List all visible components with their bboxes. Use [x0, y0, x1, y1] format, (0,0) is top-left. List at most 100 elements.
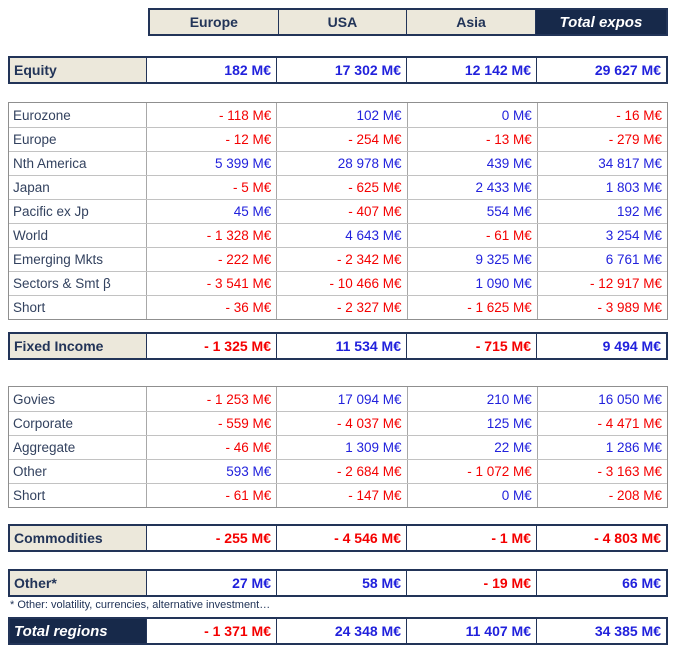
detail-row-europe: Europe - 12 M€ - 254 M€ - 13 M€ - 279 M€ [9, 127, 667, 151]
value-cell: 1 309 M€ [276, 436, 406, 459]
value-cell: 0 M€ [406, 484, 537, 507]
value-cell: 58 M€ [276, 571, 406, 595]
value-cell: 125 M€ [406, 412, 537, 435]
value-cell: - 1 325 M€ [146, 334, 276, 358]
value-cell: 22 M€ [406, 436, 537, 459]
value-cell: - 2 684 M€ [276, 460, 406, 483]
value-cell: 3 254 M€ [536, 224, 667, 247]
value-cell: - 3 163 M€ [536, 460, 667, 483]
value-cell: 66 M€ [536, 571, 666, 595]
value-cell: 0 M€ [406, 103, 537, 127]
value-cell: 9 325 M€ [406, 248, 537, 271]
total-regions-label: Total regions [10, 619, 146, 643]
value-cell: 1 803 M€ [536, 176, 667, 199]
value-cell: 11 407 M€ [406, 619, 536, 643]
value-cell: - 19 M€ [406, 571, 536, 595]
asset-class-sections: Equity 182 M€ 17 302 M€ 12 142 M€ 29 627 M€ E… [8, 56, 668, 597]
value-cell: 17 302 M€ [276, 58, 406, 82]
value-cell: - 61 M€ [406, 224, 537, 247]
total-regions-row: Total regions - 1 371 M€ 24 348 M€ 11 407 M… [8, 617, 668, 645]
detail-label-short: Short [13, 488, 46, 503]
value-cell: 210 M€ [406, 387, 537, 411]
value-cell: - 3 989 M€ [536, 296, 667, 319]
value-cell: 17 094 M€ [276, 387, 406, 411]
value-cell: - 16 M€ [536, 103, 667, 127]
value-cell: - 1 328 M€ [146, 224, 276, 247]
value-cell: - 3 541 M€ [146, 272, 276, 295]
summary-label-commodities: Commodities [10, 526, 146, 550]
value-cell: 9 494 M€ [536, 334, 666, 358]
value-cell: - 12 917 M€ [536, 272, 667, 295]
value-cell: 182 M€ [146, 58, 276, 82]
value-cell: - 279 M€ [536, 128, 667, 151]
column-header-europe: Europe [189, 14, 238, 30]
detail-row-pacific-ex-jp: Pacific ex Jp 45 M€ - 407 M€ 554 M€ 192 M€ [9, 199, 667, 223]
summary-label-other: Other* [10, 571, 146, 595]
column-header-row: Europe USA Asia Total expos [148, 8, 668, 36]
value-cell: 192 M€ [536, 200, 667, 223]
value-cell: - 12 M€ [146, 128, 276, 151]
value-cell: - 1 371 M€ [146, 619, 276, 643]
detail-row-short: Short - 61 M€ - 147 M€ 0 M€ - 208 M€ [9, 483, 667, 507]
detail-label-eurozone: Eurozone [13, 107, 71, 123]
value-cell: 24 348 M€ [276, 619, 406, 643]
value-cell: 2 433 M€ [406, 176, 537, 199]
value-cell: - 36 M€ [146, 296, 276, 319]
detail-label-japan: Japan [13, 180, 50, 195]
value-cell: - 118 M€ [146, 103, 276, 127]
detail-label-nth-america: Nth America [13, 156, 87, 171]
summary-row-other: Other* 27 M€ 58 M€ - 19 M€ 66 M€ [8, 569, 668, 597]
detail-row-eurozone: Eurozone - 118 M€ 102 M€ 0 M€ - 16 M€ [9, 103, 667, 127]
value-cell: - 46 M€ [146, 436, 276, 459]
detail-label-aggregate: Aggregate [13, 440, 76, 455]
value-cell: - 1 625 M€ [406, 296, 537, 319]
value-cell: 439 M€ [406, 152, 537, 175]
value-cell: 28 978 M€ [276, 152, 406, 175]
value-cell: 102 M€ [276, 103, 406, 127]
value-cell: - 13 M€ [406, 128, 537, 151]
value-cell: - 4 546 M€ [276, 526, 406, 550]
value-cell: - 2 327 M€ [276, 296, 406, 319]
summary-row-equity: Equity 182 M€ 17 302 M€ 12 142 M€ 29 627 M€ [8, 56, 668, 84]
detail-label-corporate: Corporate [13, 416, 74, 431]
value-cell: - 4 037 M€ [276, 412, 406, 435]
value-cell: - 1 072 M€ [406, 460, 537, 483]
summary-label-fixed-income: Fixed Income [10, 334, 146, 358]
value-cell: - 2 342 M€ [276, 248, 406, 271]
value-cell: 593 M€ [146, 460, 276, 483]
detail-label-emerging-mkts: Emerging Mkts [13, 252, 104, 267]
value-cell: - 254 M€ [276, 128, 406, 151]
detail-row-japan: Japan - 5 M€ - 625 M€ 2 433 M€ 1 803 M€ [9, 175, 667, 199]
value-cell: - 559 M€ [146, 412, 276, 435]
summary-row-commodities: Commodities - 255 M€ - 4 546 M€ - 1 M€ - 4 8… [8, 524, 668, 552]
detail-row-corporate: Corporate - 559 M€ - 4 037 M€ 125 M€ - 4 471… [9, 411, 667, 435]
detail-label-pacific-ex-jp: Pacific ex Jp [13, 204, 89, 219]
detail-row-nth-america: Nth America 5 399 M€ 28 978 M€ 439 M€ 34 817… [9, 151, 667, 175]
value-cell: 34 385 M€ [536, 619, 666, 643]
value-cell: 45 M€ [146, 200, 276, 223]
value-cell: 12 142 M€ [406, 58, 536, 82]
detail-row-govies: Govies - 1 253 M€ 17 094 M€ 210 M€ 16 050 M€ [9, 387, 667, 411]
value-cell: 16 050 M€ [536, 387, 667, 411]
value-cell: 34 817 M€ [536, 152, 667, 175]
value-cell: 554 M€ [406, 200, 537, 223]
detail-label-world: World [13, 228, 49, 243]
value-cell: - 208 M€ [536, 484, 667, 507]
column-header-total-expos: Total expos [534, 10, 666, 34]
column-header-asia: Asia [406, 10, 535, 34]
detail-row-aggregate: Aggregate - 46 M€ 1 309 M€ 22 M€ 1 286 M€ [9, 435, 667, 459]
value-cell: 11 534 M€ [276, 334, 406, 358]
value-cell: - 255 M€ [146, 526, 276, 550]
value-cell: 27 M€ [146, 571, 276, 595]
detail-table: Eurozone - 118 M€ 102 M€ 0 M€ - 16 M€ Europe -… [8, 102, 668, 320]
value-cell: - 5 M€ [146, 176, 276, 199]
value-cell: 5 399 M€ [146, 152, 276, 175]
detail-label-sectors-smt: Sectors & Smt β [13, 276, 111, 291]
value-cell: - 407 M€ [276, 200, 406, 223]
detail-label-other: Other [13, 464, 47, 479]
detail-row-short: Short - 36 M€ - 2 327 M€ - 1 625 M€ - 3 989 … [9, 295, 667, 319]
value-cell: - 147 M€ [276, 484, 406, 507]
value-cell: 29 627 M€ [536, 58, 666, 82]
value-cell: - 4 471 M€ [536, 412, 667, 435]
